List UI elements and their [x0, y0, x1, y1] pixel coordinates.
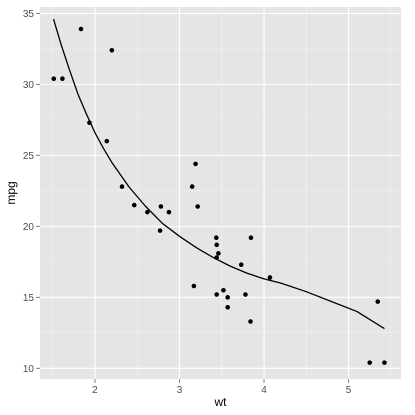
data-point	[78, 26, 84, 32]
data-point	[189, 184, 195, 189]
data-point	[214, 292, 219, 297]
y-axis-ticks: 10 15 20 25 30 35	[23, 9, 40, 375]
data-point	[119, 184, 125, 189]
data-point	[191, 283, 197, 289]
x-axis-title: wt	[214, 395, 228, 409]
data-point	[225, 304, 230, 310]
data-point	[157, 228, 163, 233]
data-point	[166, 209, 172, 215]
data-point	[158, 204, 164, 209]
grid-minor-lines	[40, 7, 401, 379]
data-point	[375, 299, 381, 304]
data-point	[51, 76, 57, 82]
data-point	[382, 360, 387, 365]
data-point	[195, 204, 200, 209]
x-tick-label: 4	[261, 385, 267, 396]
x-axis-ticks: 2 3 4 5	[92, 379, 352, 396]
data-point	[60, 76, 65, 82]
grid-major-lines	[40, 7, 401, 379]
data-point	[193, 161, 198, 167]
data-point	[131, 202, 137, 208]
data-point	[87, 120, 92, 126]
data-point	[367, 360, 373, 365]
y-tick-label: 35	[23, 9, 35, 20]
data-point	[104, 138, 110, 144]
data-point	[214, 242, 219, 248]
x-tick-label: 3	[177, 385, 183, 396]
y-tick-label: 30	[23, 80, 35, 91]
fit-line	[52, 18, 385, 330]
data-point	[225, 295, 230, 300]
data-point	[221, 287, 226, 293]
data-point	[214, 255, 219, 260]
data-point	[248, 235, 254, 241]
data-point	[213, 235, 219, 241]
data-point	[145, 209, 150, 215]
data-point	[248, 319, 253, 324]
y-tick-label: 20	[23, 222, 35, 233]
data-point	[109, 48, 115, 53]
data-point	[243, 292, 248, 297]
y-tick-label: 10	[23, 364, 35, 375]
data-point	[267, 275, 273, 280]
y-tick-label: 25	[23, 151, 35, 162]
y-tick-label: 15	[23, 293, 35, 304]
data-point	[216, 251, 221, 256]
data-point	[238, 262, 244, 268]
data-points	[51, 26, 387, 365]
fit-line-group	[52, 18, 385, 330]
y-axis-title: mpg	[4, 181, 18, 204]
x-tick-label: 2	[92, 385, 98, 396]
x-tick-label: 5	[346, 385, 352, 396]
plot-panel	[40, 7, 401, 379]
